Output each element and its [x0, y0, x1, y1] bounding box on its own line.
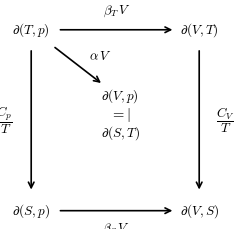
Text: $\partial(V, S)$: $\partial(V, S)$ [180, 202, 219, 220]
Text: $\beta_S\, V$: $\beta_S\, V$ [102, 221, 130, 229]
Text: $\partial(V, T)$: $\partial(V, T)$ [180, 21, 218, 39]
Text: $=|$: $=|$ [110, 106, 130, 123]
Text: $\alpha\, V$: $\alpha\, V$ [89, 50, 111, 63]
Text: $\dfrac{C_p}{T}$: $\dfrac{C_p}{T}$ [0, 104, 13, 136]
Text: $\partial(V, p)$: $\partial(V, p)$ [101, 87, 139, 105]
Text: $\dfrac{C_V}{T}$: $\dfrac{C_V}{T}$ [216, 106, 235, 135]
Text: $\partial(T, p)$: $\partial(T, p)$ [12, 21, 50, 39]
Text: $\partial(S, p)$: $\partial(S, p)$ [12, 202, 50, 220]
Text: $\beta_T\, V$: $\beta_T\, V$ [102, 4, 130, 19]
Text: $\partial(S, T)$: $\partial(S, T)$ [101, 124, 139, 142]
